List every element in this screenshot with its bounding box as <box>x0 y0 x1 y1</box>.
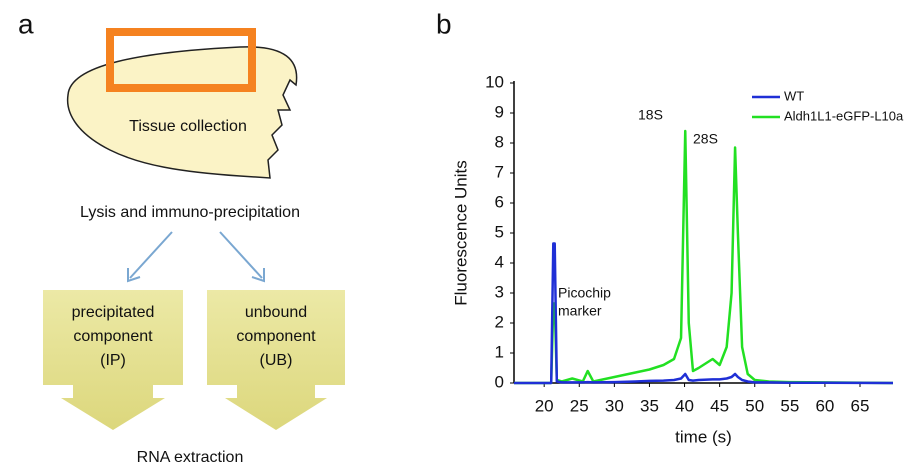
x-tick-label: 25 <box>570 396 589 415</box>
box-text: component <box>236 328 316 345</box>
panel-label: b <box>436 8 452 39</box>
annotation: 28S <box>693 131 718 147</box>
box-ip <box>43 290 183 430</box>
region-box <box>106 28 256 92</box>
legend-label: WT <box>784 88 804 103</box>
y-tick-label: 3 <box>495 282 504 301</box>
y-tick-label: 7 <box>495 162 504 181</box>
x-tick-label: 30 <box>605 396 624 415</box>
y-tick-label: 5 <box>495 222 504 241</box>
x-tick-label: 40 <box>675 396 694 415</box>
y-tick-label: 8 <box>495 132 504 151</box>
final-label: RNA extraction <box>137 449 244 466</box>
box-shape <box>207 290 345 430</box>
annotation: 18S <box>638 107 663 123</box>
y-tick-label: 9 <box>495 102 504 121</box>
x-axis-label: time (s) <box>675 427 732 446</box>
tissue-label: Tissue collection <box>129 118 247 135</box>
panel-label: a <box>18 8 34 39</box>
box-text: component <box>73 328 153 345</box>
box-text: precipitated <box>72 304 155 321</box>
series-line <box>514 129 894 385</box>
y-tick-label: 2 <box>495 312 504 331</box>
x-tick-label: 35 <box>640 396 659 415</box>
y-tick-label: 6 <box>495 192 504 211</box>
brain <box>66 46 298 179</box>
annotation: Picochip <box>558 285 611 301</box>
box-shape <box>43 290 183 430</box>
x-tick-label: 65 <box>851 396 870 415</box>
annotation: marker <box>558 303 602 319</box>
x-tick-label: 50 <box>745 396 764 415</box>
x-tick-label: 45 <box>710 396 729 415</box>
y-tick-label: 1 <box>495 342 504 361</box>
series-line <box>514 242 894 385</box>
y-tick-label: 0 <box>495 372 504 391</box>
y-tick-label: 4 <box>495 252 504 271</box>
y-axis-label: Fluorescence Units <box>451 160 470 306</box>
arrows <box>127 231 265 283</box>
box-text: (IP) <box>100 352 126 369</box>
y-tick-label: 10 <box>485 72 504 91</box>
box-text: unbound <box>245 304 307 321</box>
x-tick-label: 55 <box>780 396 799 415</box>
x-tick-label: 60 <box>815 396 834 415</box>
step-label: Lysis and immuno-precipitation <box>80 204 300 221</box>
box-text: (UB) <box>260 352 293 369</box>
legend-label: Aldh1L1-eGFP-L10a <box>784 108 904 123</box>
x-tick-label: 20 <box>535 396 554 415</box>
box-ub <box>207 290 345 430</box>
